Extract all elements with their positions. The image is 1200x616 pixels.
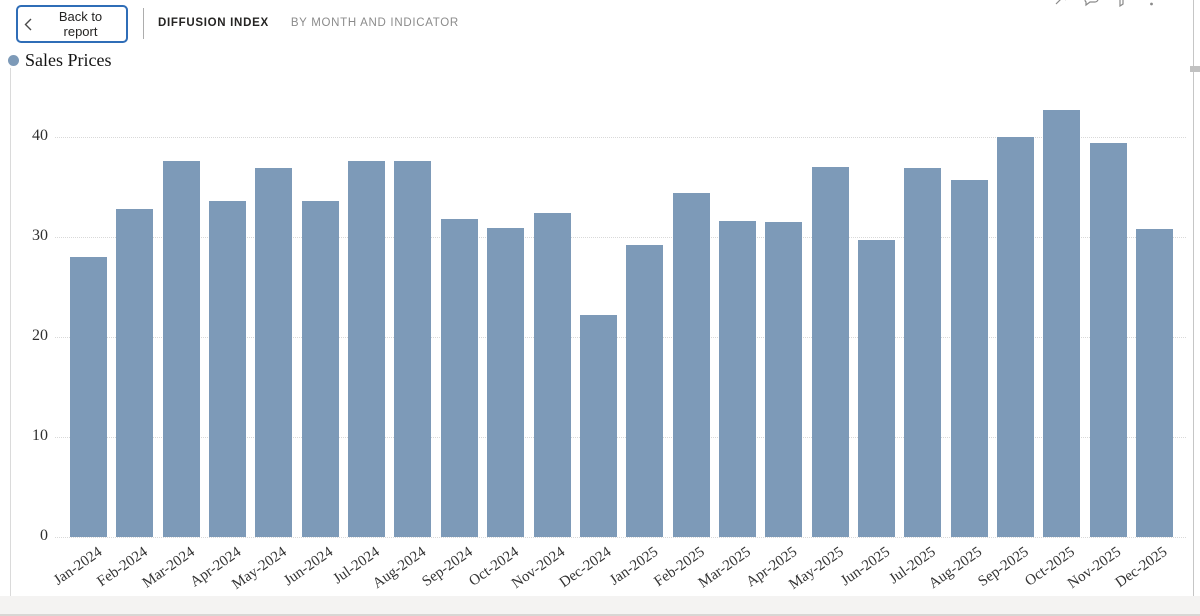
back-button-label: Back to report <box>58 9 103 39</box>
bar[interactable] <box>487 228 525 537</box>
bar[interactable] <box>440 219 478 537</box>
page-subtitle: BY MONTH AND INDICATOR <box>290 17 459 29</box>
bar[interactable] <box>857 240 895 537</box>
bar[interactable] <box>1043 110 1081 537</box>
bar[interactable] <box>394 161 432 537</box>
gridline <box>55 237 1186 238</box>
header-divider <box>143 8 144 39</box>
visual-title: DIFFUSION INDEX BY MONTH AND INDICATOR <box>158 17 459 29</box>
bar[interactable] <box>209 201 247 537</box>
y-axis-tick-label: 30 <box>32 227 48 244</box>
visual-toolbar <box>1053 0 1160 7</box>
bar[interactable] <box>116 209 154 537</box>
x-axis-tick-label: Jan-2025 <box>606 544 661 589</box>
bar[interactable] <box>950 180 988 537</box>
gridline <box>55 537 1186 538</box>
pin-icon[interactable] <box>1053 0 1070 7</box>
bar[interactable] <box>765 222 803 537</box>
bar[interactable] <box>626 245 664 537</box>
footer-bar <box>0 596 1200 616</box>
scrollbar-thumb[interactable] <box>1190 66 1200 72</box>
gridline <box>55 337 1186 338</box>
bar[interactable] <box>672 193 710 537</box>
bar[interactable] <box>255 168 293 537</box>
bar[interactable] <box>718 221 756 537</box>
x-axis-tick-label: Jun-2024 <box>281 544 337 590</box>
x-axis-tick-label: Sep-2024 <box>419 544 476 591</box>
x-axis-tick-label: Dec-2025 <box>1113 544 1171 592</box>
back-chevron-icon <box>24 18 32 31</box>
page-title: DIFFUSION INDEX <box>158 17 269 29</box>
gridline <box>55 437 1186 438</box>
x-axis-tick-label: Mar-2025 <box>695 544 754 592</box>
y-axis-tick-label: 10 <box>32 427 48 444</box>
legend-item-sales-prices[interactable]: Sales Prices <box>8 50 111 71</box>
legend-label: Sales Prices <box>25 50 112 70</box>
x-axis-tick-label: Sep-2025 <box>975 544 1032 591</box>
legend-swatch-icon <box>8 55 19 66</box>
bar[interactable] <box>162 161 200 537</box>
filter-icon[interactable] <box>1113 0 1130 7</box>
bar[interactable] <box>1089 143 1127 537</box>
bar[interactable] <box>904 168 942 537</box>
back-to-report-button[interactable]: Back to report <box>16 5 128 43</box>
scrollbar-track <box>1193 0 1194 616</box>
x-axis-tick-label: Jun-2025 <box>837 544 893 590</box>
comment-icon[interactable] <box>1083 0 1100 7</box>
panel-left-border <box>10 68 11 616</box>
bar[interactable] <box>811 167 849 537</box>
bar[interactable] <box>533 213 571 537</box>
more-options-icon[interactable] <box>1143 0 1160 7</box>
y-axis-tick-label: 20 <box>32 327 48 344</box>
bar[interactable] <box>997 137 1034 537</box>
gridline <box>55 137 1186 138</box>
bar[interactable] <box>579 315 617 537</box>
bar[interactable] <box>301 201 339 537</box>
bar[interactable] <box>70 257 107 537</box>
bar[interactable] <box>348 161 386 537</box>
y-axis-tick-label: 40 <box>32 127 48 144</box>
x-axis-tick-label: Jan-2024 <box>50 544 105 589</box>
bar[interactable] <box>1136 229 1174 537</box>
x-axis-tick-label: Dec-2024 <box>556 544 615 592</box>
y-axis-tick-label: 0 <box>40 527 48 544</box>
x-axis-tick-label: Mar-2024 <box>139 544 198 592</box>
